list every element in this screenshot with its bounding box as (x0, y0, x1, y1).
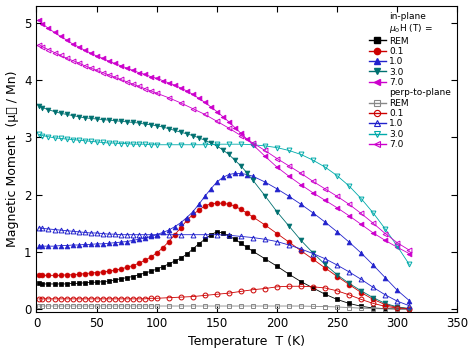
Y-axis label: Magnetic Moment  (μ၂ / Mn): Magnetic Moment (μ၂ / Mn) (6, 70, 18, 247)
X-axis label: Temperature  T (K): Temperature T (K) (189, 336, 305, 348)
Legend: in-plane, $\mu_0$H (T) =, REM, 0.1, 1.0, 3.0, 7.0, perp-to-plane, REM, 0.1, 1.0,: in-plane, $\mu_0$H (T) =, REM, 0.1, 1.0,… (367, 10, 453, 151)
